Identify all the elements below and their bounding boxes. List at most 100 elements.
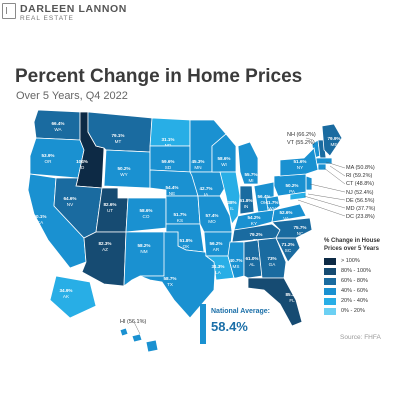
state-value-or: 53.9% xyxy=(41,153,54,158)
state-value-az: 82.3% xyxy=(98,241,111,246)
legend-label: > 100% xyxy=(341,258,360,264)
state-abbr-az: AZ xyxy=(102,247,108,252)
state-mi: 55.7%MI xyxy=(237,141,259,185)
new-jersey-shape xyxy=(305,175,313,191)
legend-label: 0% - 20% xyxy=(341,308,365,314)
state-shape-va xyxy=(271,203,307,223)
state-value-ne: 54.4% xyxy=(165,185,178,190)
state-abbr-or: OR xyxy=(45,159,53,164)
state-shape-il xyxy=(219,171,241,225)
callout-leader-line xyxy=(297,199,346,217)
state-value-nm: 58.2% xyxy=(137,243,150,248)
state-pa: 50.2%PA xyxy=(273,173,307,197)
northeast-callouts-right: MA (50.8%) RI (59.2%) CT (48.8%) NJ (52.… xyxy=(346,164,375,221)
callout-nj: NJ (52.4%) xyxy=(346,189,374,196)
brand-header: DARLEEN LANNON REAL ESTATE xyxy=(0,0,260,30)
state-value-tx: 58.7% xyxy=(163,276,176,281)
callout-leader-line xyxy=(307,193,346,201)
state-abbr-ca: CA xyxy=(37,220,44,225)
legend-label: 80% - 100% xyxy=(341,268,371,274)
legend-swatch xyxy=(324,307,336,315)
legend-swatch xyxy=(324,257,336,265)
legend-label: 60% - 80% xyxy=(341,278,368,284)
house-logo-icon xyxy=(2,3,16,19)
state-shape-in xyxy=(239,185,255,215)
legend-swatch xyxy=(324,297,336,305)
state-abbr-ny: NY xyxy=(297,165,303,170)
state-in: 61.8%IN xyxy=(239,185,255,215)
state-abbr-ks: KS xyxy=(177,218,183,223)
state-value-co: 58.6% xyxy=(139,208,152,213)
callout-leader-line xyxy=(329,165,346,177)
map-legend: % Change in House Prices over 5 Years > … xyxy=(324,238,394,316)
state-value-pa: 50.2% xyxy=(285,183,298,188)
state-value-nv: 64.6% xyxy=(63,196,76,201)
state-value-ia: 42.7% xyxy=(199,186,212,191)
state-abbr-in: IN xyxy=(244,204,249,209)
state-value-la: 31.3% xyxy=(211,264,224,269)
callout-ma: MA (50.8%) xyxy=(346,165,375,171)
state-wy: 50.2%WY xyxy=(103,149,151,189)
legend-swatch xyxy=(324,267,336,275)
state-abbr-sd: SD xyxy=(165,165,172,170)
callout-leader-line xyxy=(133,321,141,335)
state-abbr-nc: NC xyxy=(297,231,304,236)
state-value-ok: 51.8% xyxy=(179,238,192,243)
state-abbr-fl: FL xyxy=(289,298,295,303)
callout-vt: VT (55.2%) xyxy=(287,140,315,147)
state-value-mi: 55.7% xyxy=(244,172,257,177)
state-abbr-mi: MI xyxy=(248,178,253,183)
legend-title: % Change in House Prices over 5 Years xyxy=(324,238,381,252)
national-average-box: National Average: 58.4% xyxy=(200,304,270,344)
state-shape-me xyxy=(321,123,343,157)
state-abbr-ar: AR xyxy=(213,247,220,252)
state-fl: 85.1%FL xyxy=(247,277,303,327)
state-co: 58.6%CO xyxy=(125,197,167,233)
state-abbr-wy: WY xyxy=(120,172,127,177)
callout-ct: CT (48.8%) xyxy=(346,181,375,188)
hawaii-island-2 xyxy=(131,333,143,343)
callout-leader-line xyxy=(323,167,346,185)
state-abbr-wa: WA xyxy=(54,127,62,132)
state-abbr-tx: TX xyxy=(167,282,173,287)
state-value-sd: 59.6% xyxy=(161,159,174,164)
callout-leader-line xyxy=(325,161,346,169)
state-abbr-ky: KY xyxy=(251,221,257,226)
national-average-accent xyxy=(200,304,206,344)
state-abbr-ga: GA xyxy=(269,262,277,267)
state-abbr-wi: WI xyxy=(221,162,227,167)
state-la: 31.3%LA xyxy=(204,255,235,281)
state-ny: 51.6%NY xyxy=(279,147,319,177)
state-shape-wi xyxy=(211,133,237,173)
state-al: 61.0%AL xyxy=(243,239,263,279)
hawaii-island-1 xyxy=(119,327,129,337)
state-va: 52.6%VA xyxy=(271,203,307,223)
state-value-me: 79.9% xyxy=(327,136,340,141)
state-value-mt: 79.1% xyxy=(111,133,124,138)
state-abbr-mn: MN xyxy=(194,165,201,170)
state-shape-la xyxy=(204,255,235,281)
callout-nh: NH (66.2%) xyxy=(287,132,316,138)
state-ut: 82.6%UT xyxy=(95,187,129,233)
hawaii-island-3 xyxy=(145,339,159,353)
state-wi: 58.6%WI xyxy=(211,133,237,173)
state-value-wy: 50.2% xyxy=(117,166,130,171)
state-wv: 41.7%WV xyxy=(265,195,281,211)
state-ak: 34.9%AK xyxy=(49,275,97,319)
state-ar: 56.2%AR xyxy=(203,231,233,257)
national-average-value: 58.4% xyxy=(211,319,248,334)
legend-items: > 100% 80% - 100% 60% - 80% 40% - 60% 20% - … xyxy=(324,256,394,316)
legend-item: 80% - 100% xyxy=(324,266,394,276)
state-me: 79.9%ME xyxy=(321,123,343,157)
state-abbr-ak: AK xyxy=(63,294,70,299)
state-value-ca: 50.1% xyxy=(33,214,46,219)
national-average-label: National Average: xyxy=(211,308,270,315)
state-value-il: 38% xyxy=(227,200,236,205)
state-value-sc: 71.2% xyxy=(281,242,294,247)
state-abbr-ne: NE xyxy=(169,191,175,196)
state-value-ar: 56.2% xyxy=(209,241,222,246)
state-abbr-oh: OH xyxy=(261,200,268,205)
legend-item: 40% - 60% xyxy=(324,286,394,296)
state-value-fl: 85.1% xyxy=(285,292,298,297)
state-value-in: 61.8% xyxy=(239,198,252,203)
